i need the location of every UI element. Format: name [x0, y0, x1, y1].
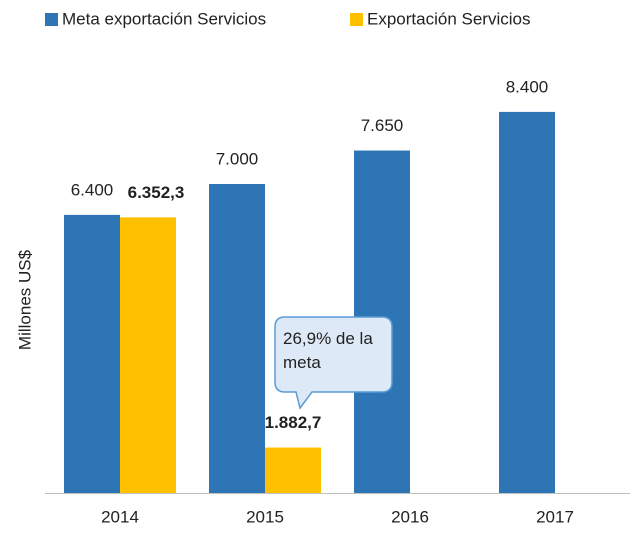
- bar: [209, 184, 265, 493]
- bar: [120, 217, 176, 493]
- bar: [265, 447, 321, 493]
- x-tick-label: 2017: [536, 507, 574, 526]
- x-tick-label: 2016: [391, 507, 429, 526]
- callout-box: [274, 316, 393, 410]
- legend-swatch: [350, 13, 363, 26]
- bar: [64, 214, 120, 493]
- y-axis-label: Millones US$: [15, 249, 34, 350]
- legend-label: Meta exportación Servicios: [62, 9, 266, 28]
- legend-swatch: [45, 13, 58, 26]
- data-label: 6.400: [71, 180, 114, 199]
- data-label: 7.000: [216, 149, 259, 168]
- x-tick-label: 2014: [101, 507, 139, 526]
- callout: 26,9% de la meta: [283, 329, 373, 372]
- data-label: 6.352,3: [128, 183, 185, 202]
- data-label: 1.882,7: [265, 413, 322, 432]
- x-tick-label: 2015: [246, 507, 284, 526]
- data-label: 8.400: [506, 77, 549, 96]
- bar: [499, 111, 555, 494]
- annotation: 26,9% de la meta: [283, 329, 373, 372]
- legend-label: Exportación Servicios: [367, 9, 530, 28]
- data-label: 7.650: [361, 116, 404, 135]
